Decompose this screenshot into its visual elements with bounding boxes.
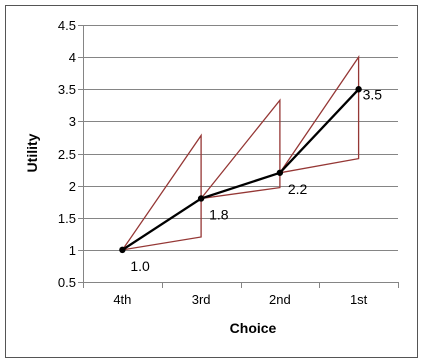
- y-tick-label: 3.5: [58, 82, 76, 97]
- data-labels: 1.0 1.8 2.2 3.5: [130, 86, 382, 274]
- data-label: 1.8: [209, 206, 229, 222]
- y-tick-label: 3: [69, 114, 76, 129]
- x-tick-labels: 4th 3rd 2nd 1st: [113, 292, 367, 307]
- chart-border: [5, 5, 418, 358]
- gridlines: [83, 25, 398, 251]
- x-tick-label: 4th: [113, 292, 131, 307]
- data-label: 1.0: [130, 258, 150, 274]
- y-tick-label: 2.5: [58, 147, 76, 162]
- x-tick-label: 1st: [350, 292, 368, 307]
- data-label: 3.5: [363, 86, 383, 102]
- data-point: [197, 195, 205, 202]
- y-axis-title: Utility: [24, 133, 40, 172]
- y-tick-label: 4.5: [58, 18, 76, 33]
- envelope-triangle: [278, 54, 360, 174]
- y-tick-label: 2: [69, 179, 76, 194]
- y-tick-label: 1.5: [58, 211, 76, 226]
- axes: [78, 25, 399, 288]
- series-line: [121, 88, 360, 251]
- y-tick-label: 0.5: [58, 275, 76, 290]
- x-tick-label: 3rd: [192, 292, 211, 307]
- x-axis-title: Choice: [230, 320, 277, 336]
- envelope-triangles: [121, 54, 360, 251]
- envelope-triangle: [199, 98, 281, 200]
- x-tick-label: 2nd: [269, 292, 291, 307]
- y-tick-labels: 0.5 1 1.5 2 2.5 3 3.5 4 4.5: [58, 18, 76, 290]
- y-tick-label: 4: [69, 50, 76, 65]
- data-point: [355, 86, 362, 93]
- y-tick-label: 1: [69, 243, 76, 258]
- data-label: 2.2: [288, 181, 308, 197]
- series-lines: [119, 86, 362, 254]
- data-point: [119, 246, 126, 254]
- data-point: [276, 169, 284, 176]
- envelope-triangle: [121, 133, 202, 251]
